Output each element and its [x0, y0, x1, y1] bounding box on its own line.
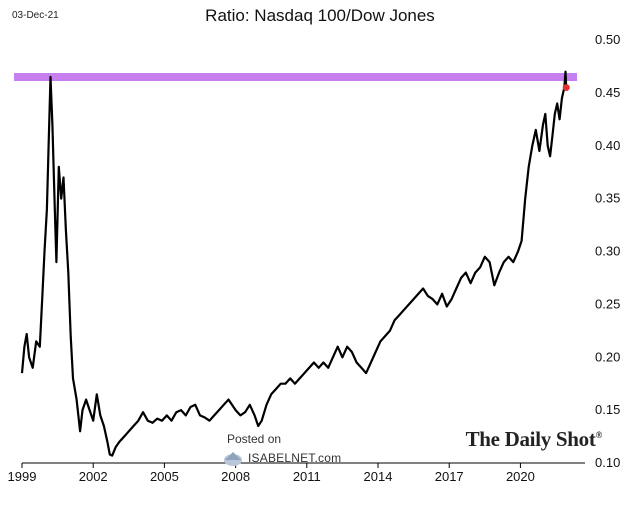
- y-tick-label: 0.20: [595, 349, 620, 364]
- isabelnet-watermark: ISABELNET.com: [222, 448, 341, 468]
- y-tick-label: 0.50: [595, 32, 620, 47]
- y-tick-label: 0.25: [595, 296, 620, 311]
- isabelnet-logo-icon: [224, 452, 242, 466]
- isabelnet-site: ISABELNET.com: [248, 451, 342, 465]
- x-tick-label: 2017: [435, 469, 464, 484]
- x-tick-label: 2002: [79, 469, 108, 484]
- y-tick-label: 0.30: [595, 244, 620, 259]
- y-tick-label: 0.40: [595, 138, 620, 153]
- daily-shot-logo: The Daily Shot®: [465, 427, 603, 452]
- x-tick-label: 2008: [221, 469, 250, 484]
- x-tick-label: 1999: [8, 469, 37, 484]
- ratio-series-line: [20, 70, 568, 457]
- y-tick-label: 0.35: [595, 191, 620, 206]
- x-tick-label: 2014: [364, 469, 393, 484]
- x-tick-label: 2020: [506, 469, 535, 484]
- y-tick-label: 0.15: [595, 402, 620, 417]
- chart-title: Ratio: Nasdaq 100/Dow Jones: [205, 6, 435, 25]
- last-value-marker: [562, 84, 570, 92]
- chart-date: 03-Dec-21: [12, 10, 59, 21]
- y-tick-label: 0.10: [595, 455, 620, 470]
- y-tick-label: 0.45: [595, 85, 620, 100]
- daily-shot-brand: The Daily Shot: [465, 427, 596, 451]
- posted-on-label: Posted on: [227, 432, 282, 446]
- x-tick-label: 2005: [150, 469, 179, 484]
- x-tick-label: 2011: [293, 469, 321, 484]
- daily-shot-reg-mark: ®: [595, 430, 603, 440]
